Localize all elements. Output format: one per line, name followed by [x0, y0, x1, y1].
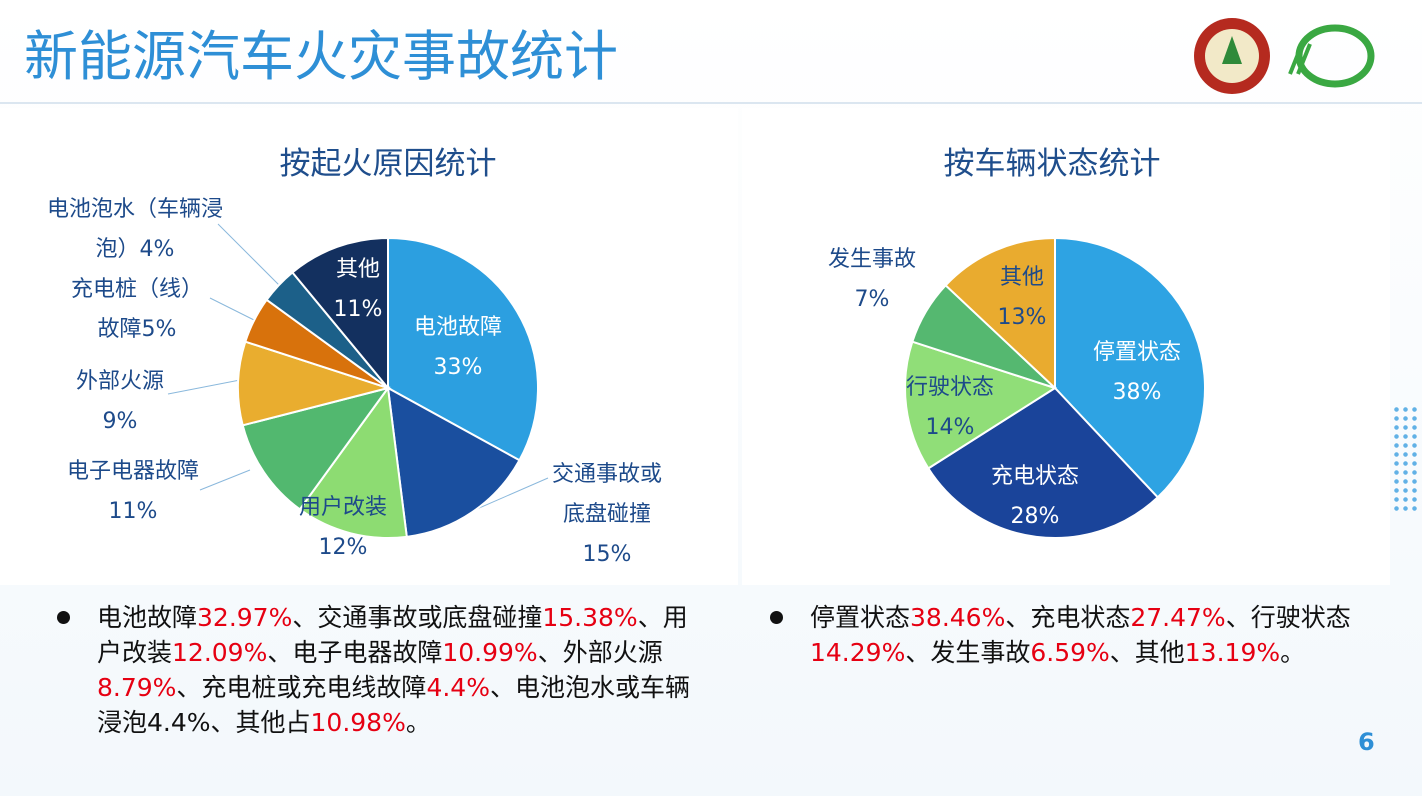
text-span: 12.09% — [172, 638, 268, 667]
slice-label: 充电桩（线）故障5% — [62, 270, 212, 350]
text-span: 充电桩（线）故障 — [70, 277, 203, 342]
text-span: 发生事故 — [827, 247, 916, 272]
text-span: 。 — [405, 708, 431, 737]
text-span: 、其他 — [1109, 638, 1185, 667]
slice-label: 电池泡水（车辆浸泡）4% — [45, 190, 225, 270]
text-span: 、发生事故 — [905, 638, 1031, 667]
text-span: 28% — [1010, 504, 1060, 529]
text-span: 13.19% — [1184, 638, 1281, 667]
text-span: 用户改装 — [298, 495, 387, 520]
text-span: 11% — [333, 297, 383, 322]
text-span: 行驶状态 — [905, 375, 994, 400]
leader-line — [199, 469, 251, 491]
note-left: 电池故障32.97%、交通事故或底盘碰撞15.38%、用户改装12.09%、电子… — [57, 600, 697, 740]
text-span: 4% — [139, 237, 175, 262]
pie-slice — [387, 236, 539, 462]
pie-slice — [290, 236, 389, 391]
text-span: 38.46% — [910, 603, 1006, 632]
text-span: 、外部火源 — [537, 638, 663, 667]
slice-label: 充电状态 28% — [975, 457, 1095, 537]
text-span: 38% — [1112, 380, 1162, 405]
text-span: 9% — [102, 409, 138, 434]
text-span: 15.38% — [542, 603, 638, 632]
leader-line — [469, 477, 549, 513]
slide-title: 新能源汽车火灾事故统计 — [24, 25, 618, 88]
text-span: 27.47% — [1130, 603, 1226, 632]
slice-label: 发生事故 7% — [817, 240, 927, 320]
text-span: 4.4% — [426, 673, 490, 702]
leader-line — [209, 297, 255, 321]
chart-title: 按车辆状态统计 — [943, 146, 1161, 182]
pie-slice — [237, 340, 392, 427]
slice-label: 其他 11% — [318, 250, 398, 330]
text-span: 其他 — [335, 257, 380, 282]
slice-label: 停置状态 38% — [1077, 333, 1197, 413]
text-span: 停置状态 — [1092, 340, 1181, 365]
text-span: 、电池泡水或车辆浸泡4.4%、其他占 — [97, 673, 690, 737]
leader-line — [167, 379, 241, 395]
text-span: 12% — [318, 535, 368, 560]
text-span: 15% — [582, 542, 632, 567]
slice-label: 电池故障 33% — [393, 308, 523, 388]
slice-label: 行驶状态 14% — [895, 368, 1005, 448]
slice-label: 用户改装 12% — [283, 488, 403, 568]
text-span: 电子电器故障 — [66, 459, 199, 484]
text-span: 5% — [141, 317, 177, 342]
text-span: 、电子电器故障 — [267, 638, 443, 667]
chart-title: 按起火原因统计 — [279, 146, 497, 182]
slice-label: 其他 13% — [982, 258, 1062, 338]
text-span: 其他 — [999, 265, 1044, 290]
pie-slice — [386, 386, 521, 538]
pie-slice — [944, 236, 1056, 391]
text-span: 电池故障 — [97, 603, 198, 632]
logos — [1194, 18, 1375, 94]
text-span: 10.98% — [310, 708, 406, 737]
slice-label: 电子电器故障 11% — [53, 452, 213, 532]
pie-slice — [241, 386, 391, 511]
text-span: 、用户改装 — [97, 603, 688, 667]
text-span: 32.97% — [197, 603, 293, 632]
divider — [0, 102, 1422, 104]
text-span: 充电状态 — [990, 464, 1079, 489]
text-span: 外部火源 — [75, 369, 164, 394]
text-span: 8.79% — [97, 673, 177, 702]
text-span: 停置状态 — [810, 603, 911, 632]
note-right: 停置状态38.46%、充电状态27.47%、行驶状态 14.29%、发生事故6.5… — [770, 600, 1370, 670]
pie-slice — [298, 385, 408, 539]
text-span: 。 — [1280, 638, 1306, 667]
text-span: 、交通事故或底盘碰撞 — [292, 603, 543, 632]
text-span: 电池泡水（车辆浸泡） — [46, 197, 223, 262]
slice-label: 交通事故或底盘碰撞 15% — [542, 455, 672, 575]
text-span: 13% — [997, 305, 1047, 330]
text-span: 33% — [433, 355, 483, 380]
pie-slice — [926, 386, 1160, 539]
slice-label: 外部火源 9% — [60, 362, 180, 442]
text-span: 电池故障 — [413, 315, 502, 340]
logo-stripes — [1288, 43, 1312, 75]
text-span: 、充电状态 — [1005, 603, 1131, 632]
leader-lines — [167, 223, 549, 513]
text-span: 11% — [108, 499, 158, 524]
pie-slice — [904, 340, 1058, 470]
leader-line — [217, 223, 281, 287]
page-number: 6 — [1358, 728, 1375, 756]
pie-slice — [1054, 236, 1206, 499]
text-span: 6.59% — [1030, 638, 1110, 667]
text-span: 交通事故或底盘碰撞 — [551, 462, 662, 527]
text-span: 14% — [925, 415, 975, 440]
text-span: 7% — [854, 287, 890, 312]
logo-tree — [1222, 36, 1242, 64]
text-span: 、行驶状态 — [1225, 603, 1351, 632]
text-span: 14.29% — [810, 638, 906, 667]
text-span: 10.99% — [442, 638, 538, 667]
text-span: 、充电桩或充电线故障 — [176, 673, 427, 702]
decor-dots — [1392, 405, 1418, 515]
